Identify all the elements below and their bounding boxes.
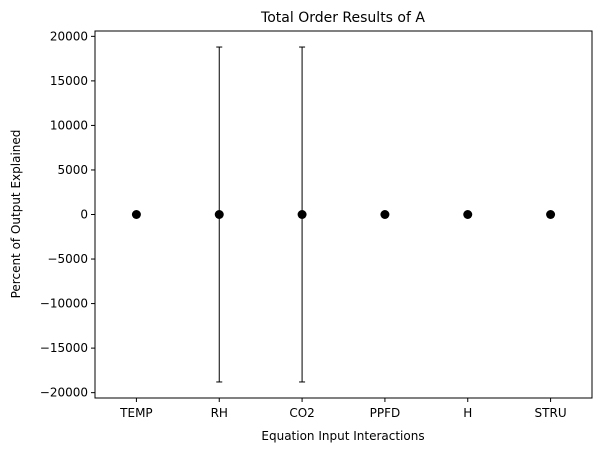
- y-axis-label: Percent of Output Explained: [9, 130, 23, 299]
- y-tick-label: 0: [80, 208, 88, 222]
- plot-area: [131, 46, 556, 383]
- x-axis: TEMP RH CO2 PPFD H STRU: [119, 398, 567, 420]
- data-point: [297, 210, 307, 219]
- plot-frame: [94, 30, 593, 399]
- x-axis-label: Equation Input Interactions: [261, 429, 424, 443]
- x-tick-label: PPFD: [370, 406, 401, 420]
- data-point: [214, 210, 224, 219]
- y-tick-label: −20000: [40, 386, 88, 400]
- x-tick-label: TEMP: [119, 406, 153, 420]
- y-tick-label: 20000: [50, 29, 88, 43]
- data-point: [380, 210, 390, 219]
- data-point: [546, 210, 556, 219]
- y-tick-label: −10000: [40, 297, 88, 311]
- x-tick-label: H: [463, 406, 472, 420]
- y-tick-label: −5000: [47, 252, 88, 266]
- data-point: [131, 210, 141, 219]
- chart-title: Total Order Results of A: [260, 10, 425, 26]
- data-point: [463, 210, 473, 219]
- x-tick-label: STRU: [535, 406, 567, 420]
- x-tick-label: RH: [211, 406, 228, 420]
- y-tick-label: 15000: [50, 74, 88, 88]
- y-tick-label: 5000: [57, 163, 88, 177]
- y-axis: −20000 −15000 −10000 −5000 0 5000 10000 15000 20…: [40, 29, 95, 400]
- x-tick-label: CO2: [289, 406, 314, 420]
- y-tick-label: 10000: [50, 118, 88, 132]
- y-tick-label: −15000: [40, 341, 88, 355]
